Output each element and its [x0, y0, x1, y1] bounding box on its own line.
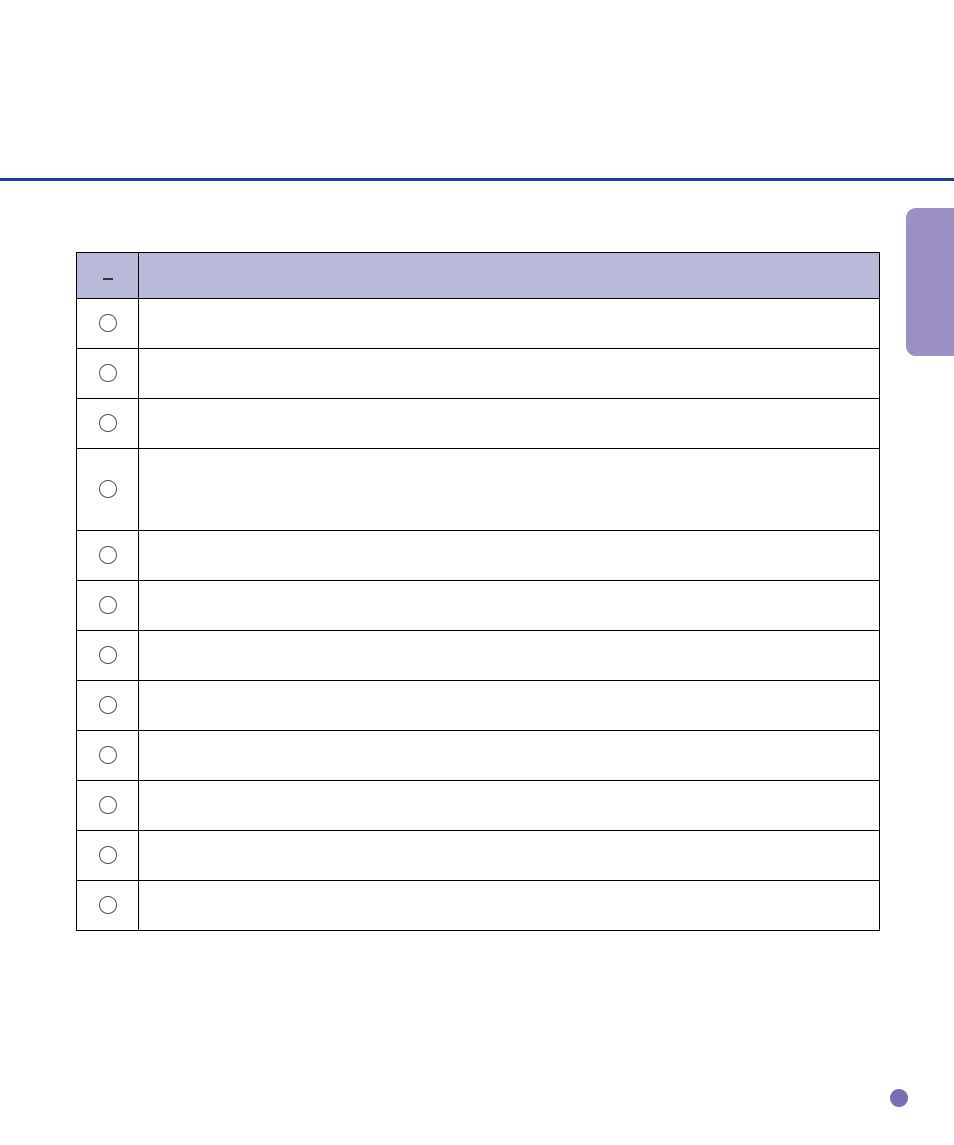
row-text-cell [139, 299, 880, 349]
table-row [77, 531, 880, 581]
row-radio-cell[interactable] [77, 731, 139, 781]
row-radio-cell[interactable] [77, 681, 139, 731]
radio-icon[interactable] [99, 546, 117, 564]
row-text-cell [139, 781, 880, 831]
table-body [77, 299, 880, 931]
row-text-cell [139, 581, 880, 631]
radio-icon[interactable] [99, 414, 117, 432]
table-row [77, 581, 880, 631]
dash-icon [103, 278, 113, 280]
row-radio-cell[interactable] [77, 399, 139, 449]
row-text-cell [139, 881, 880, 931]
radio-icon[interactable] [99, 696, 117, 714]
radio-icon[interactable] [99, 480, 117, 498]
table-row [77, 831, 880, 881]
row-radio-cell[interactable] [77, 831, 139, 881]
row-text-cell [139, 631, 880, 681]
horizontal-rule [0, 178, 954, 181]
row-text-cell [139, 531, 880, 581]
radio-icon[interactable] [99, 746, 117, 764]
row-text-cell [139, 449, 880, 531]
radio-icon[interactable] [99, 846, 117, 864]
table-row [77, 631, 880, 681]
table-row [77, 681, 880, 731]
table-row [77, 881, 880, 931]
table-row [77, 731, 880, 781]
radio-icon[interactable] [99, 364, 117, 382]
row-radio-cell[interactable] [77, 631, 139, 681]
table-header-row [77, 253, 880, 299]
side-tab [906, 208, 954, 356]
row-text-cell [139, 399, 880, 449]
radio-icon[interactable] [99, 314, 117, 332]
row-radio-cell[interactable] [77, 299, 139, 349]
row-text-cell [139, 831, 880, 881]
options-table [76, 252, 880, 931]
header-col-marker [77, 253, 139, 299]
header-col-label [139, 253, 880, 299]
row-radio-cell[interactable] [77, 781, 139, 831]
row-text-cell [139, 681, 880, 731]
row-radio-cell[interactable] [77, 449, 139, 531]
row-radio-cell[interactable] [77, 881, 139, 931]
table-row [77, 781, 880, 831]
radio-icon[interactable] [99, 796, 117, 814]
row-text-cell [139, 349, 880, 399]
radio-icon[interactable] [99, 646, 117, 664]
row-radio-cell[interactable] [77, 581, 139, 631]
table-row [77, 299, 880, 349]
table-row [77, 449, 880, 531]
row-radio-cell[interactable] [77, 531, 139, 581]
footer-dot-icon [890, 1089, 908, 1107]
radio-icon[interactable] [99, 596, 117, 614]
options-table-container [76, 252, 880, 931]
row-radio-cell[interactable] [77, 349, 139, 399]
table-row [77, 399, 880, 449]
row-text-cell [139, 731, 880, 781]
radio-icon[interactable] [99, 896, 117, 914]
table-row [77, 349, 880, 399]
